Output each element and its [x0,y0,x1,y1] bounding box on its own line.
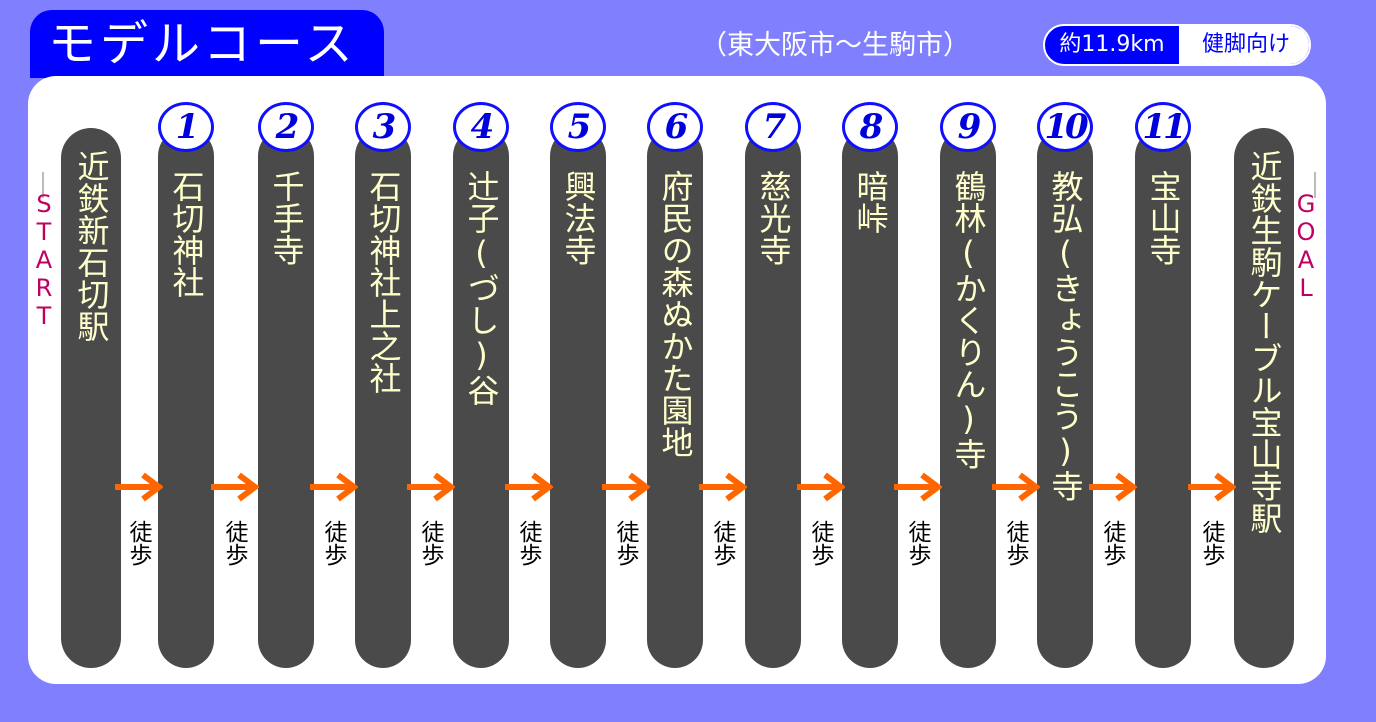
goal-label: 近鉄生駒ケーブル宝山寺駅 [1245,150,1284,534]
stop-label: 慈光寺 [754,170,793,266]
stop-bar [745,128,801,668]
area-subtitle: （東大阪市～生駒市） [700,30,970,61]
walk-label: 徒歩 [221,520,247,566]
walk-label: 徒歩 [612,520,638,566]
walk-arrow-icon [1089,472,1137,502]
stop-label: 辻子(づし)谷 [462,170,501,406]
stop-number-badge: 7 [745,102,801,152]
start-bracket [42,172,64,198]
stop-label: 府民の森ぬかた園地 [656,170,695,458]
walk-label: 徒歩 [417,520,443,566]
stop-bar [355,128,411,668]
walk-arrow-icon [407,472,455,502]
goal-tag: GOAL [1292,190,1320,302]
walk-label: 徒歩 [1099,520,1125,566]
course-info-pill: 約11.9km 健脚向け [1043,24,1311,66]
stop-label: 暗峠 [851,170,890,234]
stop-bar [1037,128,1093,668]
stop-bar [453,128,509,668]
walk-arrow-icon [602,472,650,502]
walk-label: 徒歩 [807,520,833,566]
walk-arrow-icon [505,472,553,502]
start-label: 近鉄新石切駅 [72,150,111,342]
start-bar [61,128,121,668]
walk-label: 徒歩 [904,520,930,566]
stop-bar [550,128,606,668]
stop-number-badge: 3 [355,102,411,152]
stop-number-badge: 9 [940,102,996,152]
stop-number-badge: 5 [550,102,606,152]
title-tab [30,10,384,78]
walk-arrow-icon [211,472,259,502]
walk-label: 徒歩 [1198,520,1224,566]
walk-arrow-icon [1188,472,1236,502]
stop-number-badge: 8 [842,102,898,152]
stop-label: 石切神社 [167,170,206,298]
walk-label: 徒歩 [125,520,151,566]
stop-number-badge: 10 [1037,102,1093,152]
walk-arrow-icon [797,472,845,502]
stop-bar [258,128,314,668]
walk-arrow-icon [310,472,358,502]
stop-label: 千手寺 [267,170,306,266]
walk-arrow-icon [115,472,163,502]
stop-label: 石切神社上之社 [364,170,403,394]
stop-label: 鶴林(かくりん)寺 [949,170,988,470]
walk-label: 徒歩 [709,520,735,566]
walk-arrow-icon [992,472,1040,502]
stop-bar [647,128,703,668]
stop-bar [158,128,214,668]
walk-label: 徒歩 [320,520,346,566]
goal-bar [1234,128,1294,668]
stop-label: 宝山寺 [1144,170,1183,266]
stop-label: 興法寺 [559,170,598,266]
stop-label: 教弘(きょうこう)寺 [1046,170,1085,502]
goal-bracket [1294,172,1316,198]
stop-bar [940,128,996,668]
walk-label: 徒歩 [515,520,541,566]
start-tag: START [30,190,58,330]
stop-number-badge: 2 [258,102,314,152]
distance-label: 約11.9km [1059,32,1165,57]
walk-arrow-icon [894,472,942,502]
stop-bar [1135,128,1191,668]
walk-label: 徒歩 [1002,520,1028,566]
stop-number-badge: 4 [453,102,509,152]
walk-arrow-icon [699,472,747,502]
stop-bar [842,128,898,668]
difficulty-label: 健脚向け [1179,26,1309,64]
page-title: モデルコース [48,16,357,72]
stop-number-badge: 11 [1135,102,1191,152]
stop-number-badge: 1 [158,102,214,152]
stop-number-badge: 6 [647,102,703,152]
